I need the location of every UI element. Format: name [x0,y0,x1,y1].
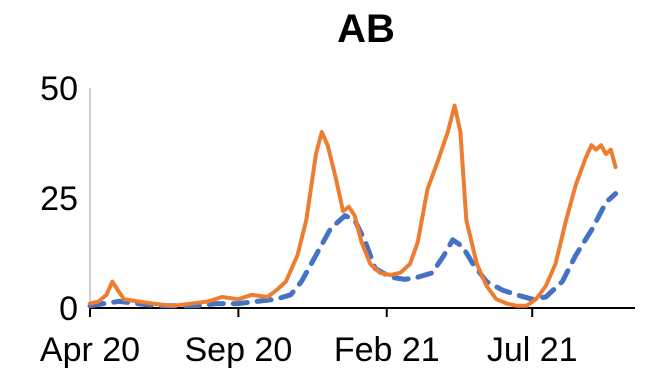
y-tick-label: 25 [40,180,78,218]
y-tick-label: 0 [59,290,78,328]
x-tick-label: Jul 21 [487,331,578,369]
tick-labels: 0 25 50 Apr 20 Sep 20 Feb 21 Jul 21 [40,70,578,369]
y-tick-label: 50 [40,70,78,108]
x-tick-label: Sep 20 [184,331,292,369]
series-line-1 [88,103,618,308]
x-tick-label: Apr 20 [40,331,140,369]
axes [89,88,635,317]
x-tick-label: Feb 21 [334,331,440,369]
chart-title: AB [337,7,395,51]
series-layer [87,103,619,309]
